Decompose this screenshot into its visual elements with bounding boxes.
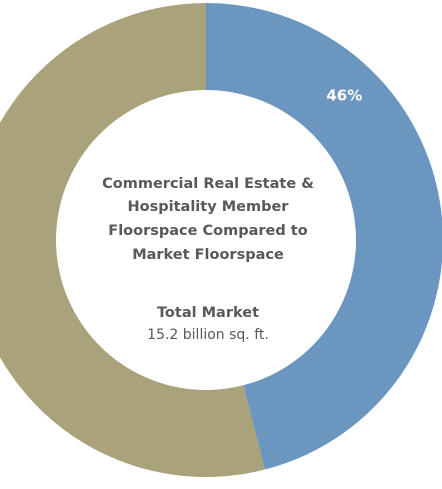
slice (206, 3, 442, 470)
annotation: 15.2 billion sq. ft. (147, 327, 269, 343)
value-label: 46% (326, 87, 362, 105)
donut (0, 3, 442, 477)
title-line: Market Floorspace (132, 247, 284, 263)
title-line: Hospitality Member (128, 199, 290, 215)
subtitle: Total Market (157, 305, 259, 321)
slice (0, 3, 265, 477)
title-line: Commercial Real Estate & (102, 176, 314, 192)
title-line: Floorspace Compared to (108, 223, 307, 239)
